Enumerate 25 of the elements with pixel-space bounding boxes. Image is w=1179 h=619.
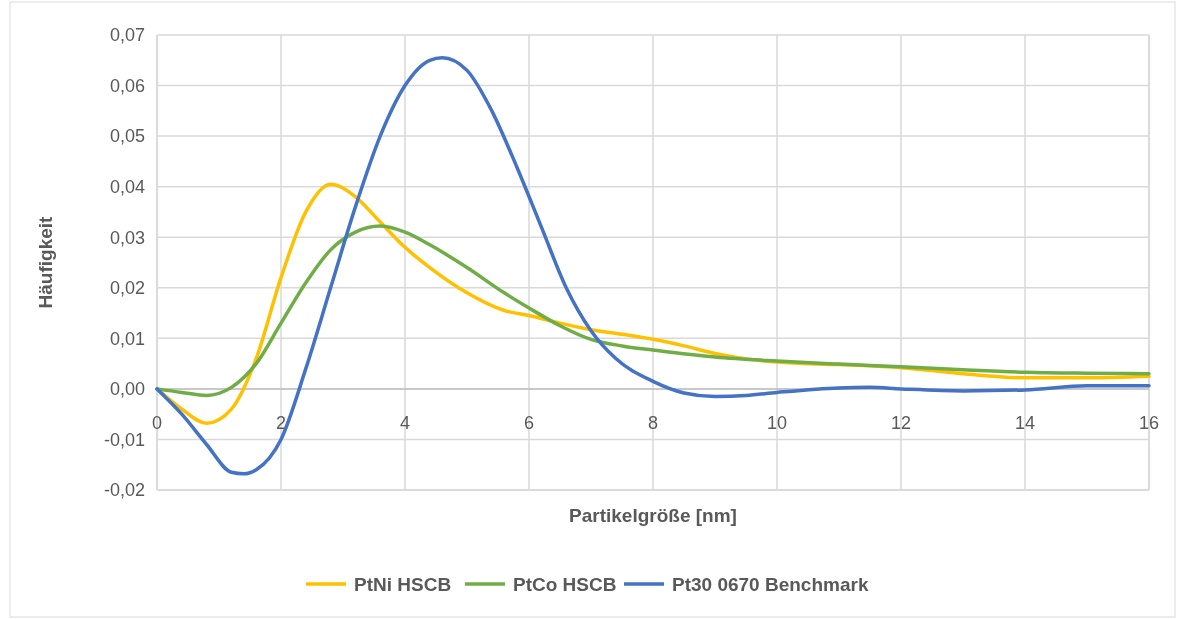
legend-label: PtNi HSCB (354, 573, 452, 595)
legend-label: Pt30 0670 Benchmark (672, 573, 869, 595)
x-tick-label: 10 (766, 413, 788, 434)
y-tick-label: 0,01 (109, 328, 145, 349)
x-tick-label: 2 (275, 413, 287, 434)
x-tick-label: 4 (399, 413, 411, 434)
line-series (155, 224, 1151, 398)
x-tick-label: 12 (890, 413, 912, 434)
y-tick-label: 0,05 (109, 126, 145, 147)
legend-label: PtCo HSCB (513, 573, 617, 595)
x-tick-label: 0 (151, 413, 163, 434)
x-axis-title: Partikelgröße [nm] (569, 505, 737, 526)
x-tick-label: 8 (647, 413, 659, 434)
y-tick-label: 0,07 (109, 25, 145, 46)
y-tick-label: 0,06 (109, 75, 145, 96)
y-tick-label: 0,00 (109, 379, 145, 400)
y-axis-title: Häufigkeit (35, 215, 56, 309)
y-tick-label: 0,04 (109, 176, 145, 197)
x-tick-label: 16 (1138, 413, 1160, 434)
y-tick-label: 0,02 (109, 278, 145, 299)
x-tick-label: 6 (523, 413, 535, 434)
y-tick-label: -0,01 (103, 429, 145, 450)
y-tick-label: 0,03 (109, 227, 145, 248)
y-tick-label: -0,02 (103, 480, 145, 501)
x-tick-label: 14 (1014, 413, 1036, 434)
